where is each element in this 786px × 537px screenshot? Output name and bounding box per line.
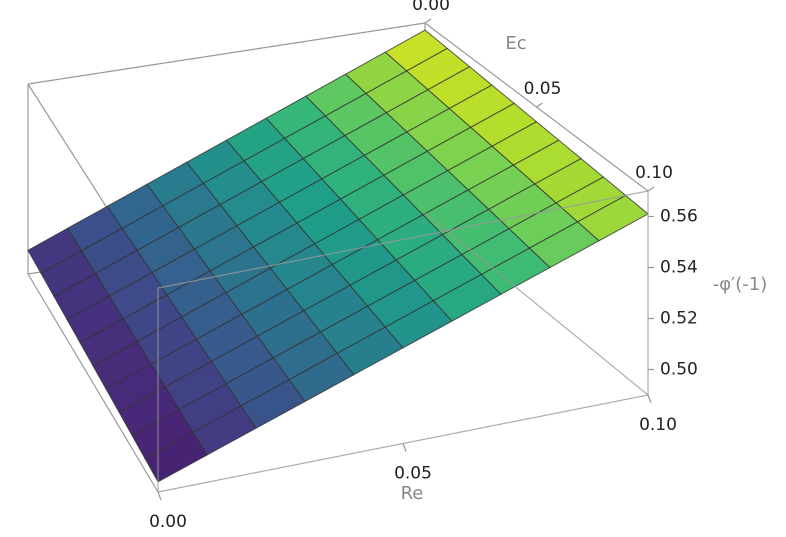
z-axis-label: -φ′(-1) xyxy=(713,274,767,295)
y-tick-label: 0.00 xyxy=(412,0,450,15)
x-tick xyxy=(402,443,407,452)
x-tick-label: 0.05 xyxy=(394,464,432,484)
y-axis-label: Ec xyxy=(505,33,526,54)
x-tick xyxy=(157,491,162,501)
y-tick-label: 0.10 xyxy=(635,163,673,183)
box-edge xyxy=(27,273,159,493)
box-edge xyxy=(27,22,426,85)
x-tick-label: 0.10 xyxy=(639,415,677,435)
y-tick xyxy=(647,186,655,192)
y-tick xyxy=(536,102,543,108)
z-tick-label: 0.56 xyxy=(660,207,698,227)
box-edge xyxy=(157,190,649,289)
x-axis-label: Re xyxy=(401,483,424,504)
z-tick-label: 0.50 xyxy=(660,360,698,380)
x-tick xyxy=(647,394,652,404)
y-tick xyxy=(424,18,432,24)
z-tick-label: 0.54 xyxy=(660,258,698,278)
x-tick-label: 0.00 xyxy=(149,512,187,532)
box-edge xyxy=(424,212,649,396)
z-tick-label: 0.52 xyxy=(660,309,698,329)
y-tick-label: 0.05 xyxy=(524,79,562,99)
